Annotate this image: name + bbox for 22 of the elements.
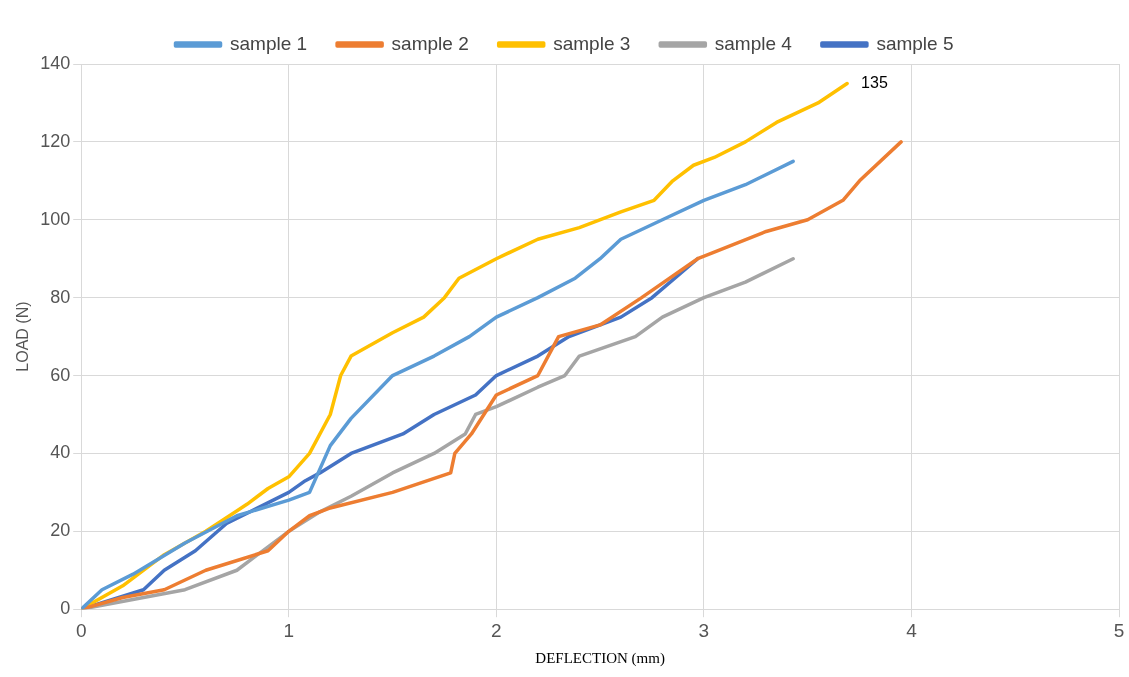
legend-label: sample 5 (876, 32, 954, 54)
y-tick-label: 0 (60, 598, 71, 619)
y-tick-label: 60 (50, 364, 71, 385)
legend-label: sample 1 (230, 32, 308, 54)
x-axis-title: DEFLECTION (mm) (535, 649, 665, 667)
annotation: 135 (861, 73, 888, 91)
y-tick-label: 100 (40, 208, 71, 229)
y-tick-label: 80 (50, 286, 71, 307)
y-tick-label: 20 (50, 520, 71, 541)
x-tick-label: 2 (491, 619, 502, 641)
x-tick-label: 4 (906, 619, 918, 641)
legend-label: sample 3 (553, 32, 631, 54)
legend-label: sample 4 (714, 32, 793, 54)
y-tick-label: 140 (40, 52, 71, 73)
x-tick-label: 3 (698, 619, 710, 641)
legend-label: sample 2 (391, 32, 469, 54)
x-tick-label: 1 (283, 619, 295, 641)
y-axis-title: LOAD (N) (14, 301, 32, 372)
x-tick-label: 5 (1113, 619, 1125, 641)
y-tick-label: 120 (40, 130, 71, 151)
x-tick-label: 0 (75, 619, 87, 641)
y-tick-label: 40 (50, 442, 71, 463)
